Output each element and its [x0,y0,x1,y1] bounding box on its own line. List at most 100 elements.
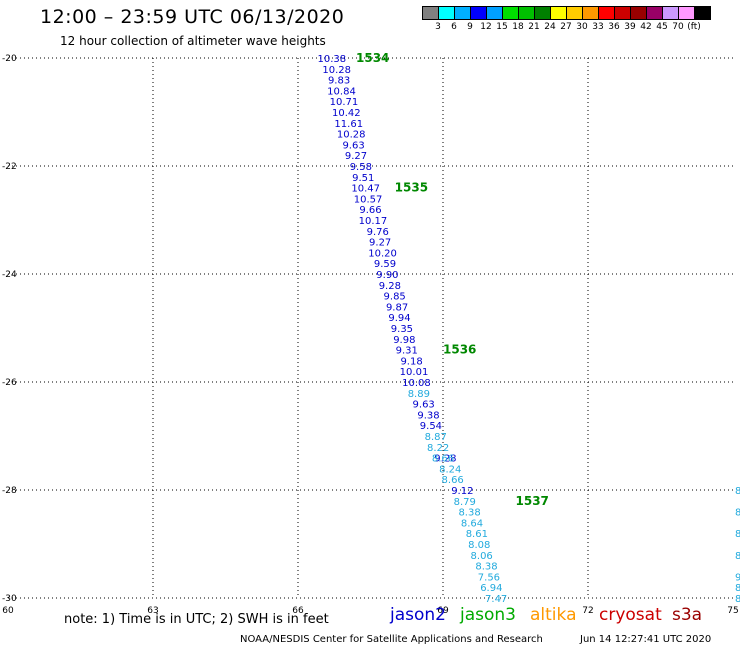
color-scale-label: 39 [624,22,636,32]
wave-height-value: 9.94 [388,313,410,324]
color-scale-label: 30 [576,22,588,32]
wave-height-value: 11.61 [334,119,363,130]
wave-height-value: 9.63 [342,140,364,151]
color-scale-label: 36 [608,22,620,32]
wave-height-value: 8.06 [471,551,493,562]
edge-wave-height-value: 8 [735,551,740,562]
color-scale-label: (ft) [687,22,701,32]
chart-subtitle: 12 hour collection of altimeter wave hei… [60,34,326,48]
wave-height-value: 8.89 [408,389,430,400]
footnote: note: 1) Time is in UTC; 2) SWH is in fe… [64,612,329,627]
wave-height-value: 9.27 [345,151,367,162]
wave-height-value: 7.56 [478,572,500,583]
wave-height-value: 8.61 [466,529,488,540]
wave-height-value: 9.35 [391,324,413,335]
legend-label-cryosat: cryosat [599,605,662,625]
wave-height-value: 10.20 [368,248,397,259]
wave-height-value: 9.27 [369,238,391,249]
wave-height-value: 9.83 [328,76,350,87]
color-scale-label: 9 [467,22,473,32]
y-tick-label: -28 [2,486,17,496]
wave-height-value: 9.58 [350,162,372,173]
legend-label-altika: altika [530,605,577,625]
wave-height-value: 9.76 [367,227,389,238]
wave-height-value: 8.79 [454,497,476,508]
wave-height-value: 8.38 [458,508,480,519]
generated-timestamp: Jun 14 12:27:41 UTC 2020 [580,634,712,645]
wave-height-value: 8.66 [432,454,454,465]
wave-height-value: 10.84 [327,86,356,97]
legend-jason2: jason2 [390,605,446,625]
wave-height-value: 9.12 [451,486,473,497]
color-scale-labels: 3 6 9 12 15 18 21 24 27 30 33 36 39 42 45 70 (ft) [422,22,740,34]
edge-wave-height-value: 8 [735,529,740,540]
color-scale-label: 21 [528,22,540,32]
wave-height-value: 9.63 [413,400,435,411]
x-tick-label: 69 [437,606,449,616]
color-scale-label: 33 [592,22,604,32]
color-scale-label: 12 [480,22,492,32]
pass-number-label: 1536 [443,343,476,357]
chart-title: 12:00 – 23:59 UTC 06/13/2020 [40,6,345,28]
x-tick-label: 63 [147,606,158,616]
wave-height-value: 9.31 [396,346,418,357]
wave-height-value: 10.38 [318,54,347,65]
wave-height-value: 10.57 [354,194,383,205]
wave-height-value: 10.28 [337,130,366,141]
wave-height-value: 7.47 [485,594,507,605]
wave-height-value: 8.38 [475,562,497,573]
wave-height-value: 9.87 [386,302,408,313]
edge-wave-height-value: 8 [735,583,740,594]
color-scale-label: 15 [496,22,508,32]
wave-height-value: 9.28 [379,281,401,292]
y-tick-label: -20 [2,54,17,64]
pass-number-label: 1537 [516,494,549,508]
color-scale-label: 42 [640,22,652,32]
wave-height-color-scale: 3 6 9 12 15 18 21 24 27 30 33 36 39 42 45 70 (ft) [422,6,711,32]
color-scale-label: 70 [672,22,684,32]
wave-height-value: 10.47 [351,184,380,195]
wave-height-value: 8.87 [425,432,447,443]
wave-height-value: 9.18 [400,356,422,367]
y-tick-label: -22 [2,162,17,172]
legend-label-jason3: jason3 [460,605,516,625]
wave-height-value: 8.66 [442,475,464,486]
wave-height-value: 8.22 [427,443,449,454]
wave-height-value: 9.90 [376,270,398,281]
wave-height-value: 9.51 [352,173,374,184]
wave-height-value: 9.54 [420,421,442,432]
legend-altika: altika [530,605,577,625]
color-swatch [694,6,711,20]
x-tick-label: 66 [292,606,304,616]
edge-wave-height-value: 8 [735,486,740,497]
wave-height-value: 9.28 [434,454,456,465]
color-scale-label: 45 [656,22,668,32]
wave-height-value: 9.66 [359,205,381,216]
credit-line: NOAA/NESDIS Center for Satellite Applica… [240,634,543,645]
wave-height-value: 10.28 [322,65,351,76]
y-tick-label: -26 [2,378,17,388]
wave-height-value: 9.85 [384,292,406,303]
wave-height-value: 8.08 [468,540,490,551]
color-scale-label: 6 [451,22,457,32]
edge-wave-height-value: 8 [735,508,740,519]
edge-wave-height-value: 8 [735,594,740,605]
wave-height-value: 10.08 [402,378,431,389]
color-scale-label: 18 [512,22,524,32]
color-scale-swatches [422,6,711,20]
wave-height-value: 8.64 [461,518,483,529]
wave-height-value: 9.38 [417,410,439,421]
legend-jason3: jason3 [460,605,516,625]
wave-height-value: 10.17 [359,216,388,227]
legend-cryosat: cryosat [599,605,662,625]
x-tick-label: 75 [727,606,738,616]
wave-height-value: 9.98 [393,335,415,346]
y-tick-label: -30 [2,594,17,604]
wave-height-value: 10.42 [332,108,361,119]
color-scale-label: 3 [435,22,441,32]
legend-label-s3a: s3a [672,605,703,625]
y-tick-label: -24 [2,270,17,280]
pass-number-label: 1534 [356,51,389,65]
wave-height-value: 9.59 [374,259,396,270]
